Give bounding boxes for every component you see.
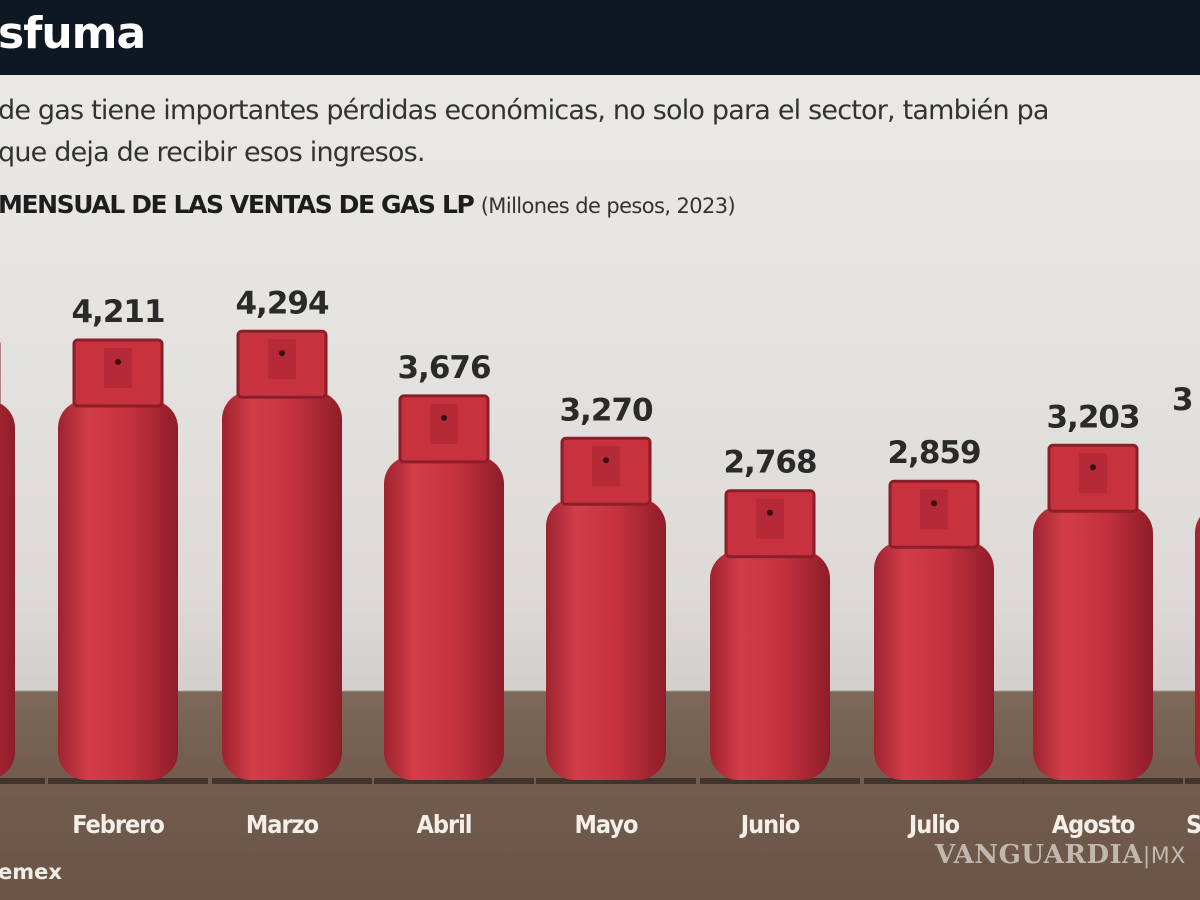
cylinder-julio: [874, 541, 994, 780]
watermark-logo: VANGUARDIA|MX: [935, 840, 1186, 870]
cylinder-febrero-valve-plate: [104, 347, 132, 388]
month-label-marzo: Marzo: [246, 810, 319, 839]
header-bar: sfuma: [0, 0, 1200, 75]
cylinder-junio-shadow: [700, 778, 860, 784]
intro-line-1: de gas tiene importantes pérdidas económ…: [0, 95, 1049, 126]
value-label-marzo: 4,294: [235, 285, 328, 321]
cylinder-partial-right: [1195, 517, 1200, 768]
cylinder-julio-valve-plate: [920, 489, 948, 530]
cylinder-junio: [710, 550, 830, 780]
cylinder-partial-right-shadow: [1185, 778, 1200, 784]
value-label-partial-right: 3: [1172, 382, 1193, 418]
value-label-julio: 2,859: [887, 435, 980, 471]
cylinder-mayo-valve-plate: [592, 446, 620, 487]
source-note: emex: [0, 860, 62, 884]
cylinder-partial-left: [0, 403, 15, 777]
intro-line-2: que deja de recibir esos ingresos.: [0, 137, 426, 168]
month-label-partial-right: S: [1186, 810, 1200, 839]
chart-title: MENSUAL DE LAS VENTAS DE GAS LP (Millone…: [0, 190, 736, 219]
cylinder-mayo: [546, 498, 666, 780]
cylinder-mayo-valve-dot: [603, 457, 609, 464]
cylinder-agosto-valve-dot: [1090, 464, 1096, 471]
month-label-agosto: Agosto: [1052, 810, 1135, 839]
cylinder-agosto-valve-plate: [1079, 453, 1107, 494]
headline: sfuma: [0, 8, 146, 59]
month-label-junio: Junio: [739, 810, 800, 839]
cylinder-abril: [384, 455, 504, 780]
month-label-febrero: Febrero: [72, 810, 164, 839]
cylinder-febrero-valve-dot: [115, 358, 121, 365]
value-label-mayo: 3,270: [559, 392, 652, 428]
cylinder-marzo: [222, 391, 342, 780]
month-label-abril: Abril: [416, 810, 471, 839]
cylinder-marzo-shadow: [212, 778, 372, 784]
cylinder-febrero-shadow: [48, 778, 208, 784]
month-label-julio: Julio: [907, 810, 960, 839]
cylinder-abril-valve-dot: [441, 414, 447, 421]
cylinder-marzo-valve-plate: [268, 339, 296, 380]
value-label-abril: 3,676: [397, 350, 490, 386]
value-label-junio: 2,768: [723, 445, 816, 481]
cylinder-agosto-shadow: [1023, 778, 1183, 784]
cylinder-mayo-shadow: [536, 778, 696, 784]
cylinder-junio-valve-plate: [756, 498, 784, 539]
chart-title-bold: MENSUAL DE LAS VENTAS DE GAS LP: [0, 190, 475, 219]
value-label-febrero: 4,211: [71, 294, 164, 330]
cylinder-abril-shadow: [374, 778, 534, 784]
cylinder-marzo-valve-dot: [279, 350, 285, 357]
cylinder-julio-shadow: [864, 778, 1024, 784]
cylinder-julio-valve-dot: [931, 500, 937, 507]
cylinder-abril-valve-plate: [430, 403, 458, 444]
value-label-agosto: 3,203: [1046, 399, 1139, 435]
cylinder-partial-left-shadow: [0, 778, 45, 784]
cylinder-febrero: [58, 399, 178, 780]
cylinder-agosto: [1033, 505, 1153, 780]
cylinder-junio-valve-dot: [767, 509, 773, 516]
month-label-mayo: Mayo: [575, 810, 638, 839]
chart-unit: (Millones de pesos, 2023): [480, 194, 736, 218]
